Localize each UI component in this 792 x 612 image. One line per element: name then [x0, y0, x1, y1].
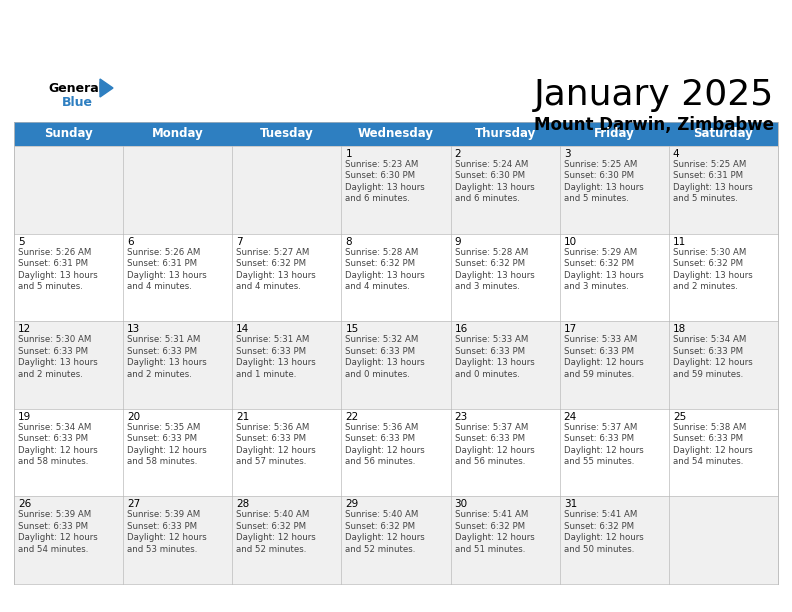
Text: Sunrise: 5:37 AM
Sunset: 6:33 PM
Daylight: 12 hours
and 55 minutes.: Sunrise: 5:37 AM Sunset: 6:33 PM Dayligh… [564, 423, 643, 466]
Text: Sunrise: 5:38 AM
Sunset: 6:33 PM
Daylight: 12 hours
and 54 minutes.: Sunrise: 5:38 AM Sunset: 6:33 PM Dayligh… [673, 423, 752, 466]
Text: Wednesday: Wednesday [358, 127, 434, 141]
Text: 4: 4 [673, 149, 680, 159]
Bar [14, 146, 778, 234]
Text: 20: 20 [128, 412, 140, 422]
Text: Sunrise: 5:35 AM
Sunset: 6:33 PM
Daylight: 12 hours
and 58 minutes.: Sunrise: 5:35 AM Sunset: 6:33 PM Dayligh… [128, 423, 207, 466]
Text: 22: 22 [345, 412, 359, 422]
Text: 30: 30 [455, 499, 468, 509]
Text: Sunrise: 5:30 AM
Sunset: 6:32 PM
Daylight: 13 hours
and 2 minutes.: Sunrise: 5:30 AM Sunset: 6:32 PM Dayligh… [673, 248, 752, 291]
Text: 9: 9 [455, 237, 461, 247]
Text: Sunrise: 5:24 AM
Sunset: 6:30 PM
Daylight: 13 hours
and 6 minutes.: Sunrise: 5:24 AM Sunset: 6:30 PM Dayligh… [455, 160, 535, 203]
Bar [123, 122, 232, 146]
Bar [14, 321, 778, 409]
Bar [669, 122, 778, 146]
Text: Sunrise: 5:36 AM
Sunset: 6:33 PM
Daylight: 12 hours
and 57 minutes.: Sunrise: 5:36 AM Sunset: 6:33 PM Dayligh… [236, 423, 316, 466]
Text: 10: 10 [564, 237, 577, 247]
Text: Friday: Friday [594, 127, 634, 141]
Text: 21: 21 [236, 412, 249, 422]
Text: Blue: Blue [62, 96, 93, 109]
Text: 2: 2 [455, 149, 461, 159]
Text: Sunrise: 5:40 AM
Sunset: 6:32 PM
Daylight: 12 hours
and 52 minutes.: Sunrise: 5:40 AM Sunset: 6:32 PM Dayligh… [345, 510, 425, 554]
Text: General: General [48, 82, 103, 95]
Text: Sunrise: 5:25 AM
Sunset: 6:31 PM
Daylight: 13 hours
and 5 minutes.: Sunrise: 5:25 AM Sunset: 6:31 PM Dayligh… [673, 160, 752, 203]
Text: Sunrise: 5:41 AM
Sunset: 6:32 PM
Daylight: 12 hours
and 51 minutes.: Sunrise: 5:41 AM Sunset: 6:32 PM Dayligh… [455, 510, 535, 554]
Bar [451, 122, 560, 146]
Text: 1: 1 [345, 149, 352, 159]
Text: Sunrise: 5:25 AM
Sunset: 6:30 PM
Daylight: 13 hours
and 5 minutes.: Sunrise: 5:25 AM Sunset: 6:30 PM Dayligh… [564, 160, 643, 203]
Text: Sunrise: 5:39 AM
Sunset: 6:33 PM
Daylight: 12 hours
and 54 minutes.: Sunrise: 5:39 AM Sunset: 6:33 PM Dayligh… [18, 510, 97, 554]
Text: 12: 12 [18, 324, 31, 334]
Polygon shape [100, 79, 113, 97]
Text: Sunrise: 5:37 AM
Sunset: 6:33 PM
Daylight: 12 hours
and 56 minutes.: Sunrise: 5:37 AM Sunset: 6:33 PM Dayligh… [455, 423, 535, 466]
Text: 19: 19 [18, 412, 31, 422]
Text: Sunrise: 5:23 AM
Sunset: 6:30 PM
Daylight: 13 hours
and 6 minutes.: Sunrise: 5:23 AM Sunset: 6:30 PM Dayligh… [345, 160, 425, 203]
Bar [14, 122, 123, 146]
Text: 6: 6 [128, 237, 134, 247]
Text: Saturday: Saturday [694, 127, 753, 141]
Text: 25: 25 [673, 412, 686, 422]
Text: Sunrise: 5:30 AM
Sunset: 6:33 PM
Daylight: 13 hours
and 2 minutes.: Sunrise: 5:30 AM Sunset: 6:33 PM Dayligh… [18, 335, 97, 379]
Text: Sunrise: 5:36 AM
Sunset: 6:33 PM
Daylight: 12 hours
and 56 minutes.: Sunrise: 5:36 AM Sunset: 6:33 PM Dayligh… [345, 423, 425, 466]
Text: Sunrise: 5:40 AM
Sunset: 6:32 PM
Daylight: 12 hours
and 52 minutes.: Sunrise: 5:40 AM Sunset: 6:32 PM Dayligh… [236, 510, 316, 554]
Text: Sunrise: 5:26 AM
Sunset: 6:31 PM
Daylight: 13 hours
and 5 minutes.: Sunrise: 5:26 AM Sunset: 6:31 PM Dayligh… [18, 248, 97, 291]
Text: 24: 24 [564, 412, 577, 422]
Text: 27: 27 [128, 499, 140, 509]
Text: 17: 17 [564, 324, 577, 334]
Bar [560, 122, 669, 146]
Text: 13: 13 [128, 324, 140, 334]
Text: 7: 7 [236, 237, 243, 247]
Text: 16: 16 [455, 324, 468, 334]
Bar [14, 409, 778, 496]
Text: Sunrise: 5:33 AM
Sunset: 6:33 PM
Daylight: 12 hours
and 59 minutes.: Sunrise: 5:33 AM Sunset: 6:33 PM Dayligh… [564, 335, 643, 379]
Text: Sunrise: 5:31 AM
Sunset: 6:33 PM
Daylight: 13 hours
and 2 minutes.: Sunrise: 5:31 AM Sunset: 6:33 PM Dayligh… [128, 335, 207, 379]
Text: Tuesday: Tuesday [260, 127, 314, 141]
Text: Sunrise: 5:34 AM
Sunset: 6:33 PM
Daylight: 12 hours
and 58 minutes.: Sunrise: 5:34 AM Sunset: 6:33 PM Dayligh… [18, 423, 97, 466]
Bar [14, 496, 778, 584]
Bar [14, 234, 778, 321]
Text: Sunrise: 5:28 AM
Sunset: 6:32 PM
Daylight: 13 hours
and 3 minutes.: Sunrise: 5:28 AM Sunset: 6:32 PM Dayligh… [455, 248, 535, 291]
Text: Sunrise: 5:28 AM
Sunset: 6:32 PM
Daylight: 13 hours
and 4 minutes.: Sunrise: 5:28 AM Sunset: 6:32 PM Dayligh… [345, 248, 425, 291]
Bar [232, 122, 341, 146]
Text: Sunrise: 5:31 AM
Sunset: 6:33 PM
Daylight: 13 hours
and 1 minute.: Sunrise: 5:31 AM Sunset: 6:33 PM Dayligh… [236, 335, 316, 379]
Text: Sunrise: 5:27 AM
Sunset: 6:32 PM
Daylight: 13 hours
and 4 minutes.: Sunrise: 5:27 AM Sunset: 6:32 PM Dayligh… [236, 248, 316, 291]
Text: 11: 11 [673, 237, 686, 247]
Text: Sunrise: 5:33 AM
Sunset: 6:33 PM
Daylight: 13 hours
and 0 minutes.: Sunrise: 5:33 AM Sunset: 6:33 PM Dayligh… [455, 335, 535, 379]
Bar [341, 122, 451, 146]
Text: 29: 29 [345, 499, 359, 509]
Text: 18: 18 [673, 324, 686, 334]
Text: 26: 26 [18, 499, 31, 509]
Text: 8: 8 [345, 237, 352, 247]
Text: Thursday: Thursday [474, 127, 535, 141]
Text: Sunrise: 5:32 AM
Sunset: 6:33 PM
Daylight: 13 hours
and 0 minutes.: Sunrise: 5:32 AM Sunset: 6:33 PM Dayligh… [345, 335, 425, 379]
Text: Sunrise: 5:39 AM
Sunset: 6:33 PM
Daylight: 12 hours
and 53 minutes.: Sunrise: 5:39 AM Sunset: 6:33 PM Dayligh… [128, 510, 207, 554]
Text: Sunrise: 5:29 AM
Sunset: 6:32 PM
Daylight: 13 hours
and 3 minutes.: Sunrise: 5:29 AM Sunset: 6:32 PM Dayligh… [564, 248, 643, 291]
Text: Monday: Monday [152, 127, 204, 141]
Text: 15: 15 [345, 324, 359, 334]
Text: Sunrise: 5:26 AM
Sunset: 6:31 PM
Daylight: 13 hours
and 4 minutes.: Sunrise: 5:26 AM Sunset: 6:31 PM Dayligh… [128, 248, 207, 291]
Text: January 2025: January 2025 [534, 78, 774, 112]
Text: 28: 28 [236, 499, 249, 509]
Text: 31: 31 [564, 499, 577, 509]
Bar [14, 122, 778, 146]
Text: 3: 3 [564, 149, 570, 159]
Text: Mount Darwin, Zimbabwe: Mount Darwin, Zimbabwe [534, 116, 774, 134]
Text: Sunday: Sunday [44, 127, 93, 141]
Text: 23: 23 [455, 412, 468, 422]
Text: 5: 5 [18, 237, 25, 247]
Text: Sunrise: 5:41 AM
Sunset: 6:32 PM
Daylight: 12 hours
and 50 minutes.: Sunrise: 5:41 AM Sunset: 6:32 PM Dayligh… [564, 510, 643, 554]
Text: Sunrise: 5:34 AM
Sunset: 6:33 PM
Daylight: 12 hours
and 59 minutes.: Sunrise: 5:34 AM Sunset: 6:33 PM Dayligh… [673, 335, 752, 379]
Text: 14: 14 [236, 324, 249, 334]
